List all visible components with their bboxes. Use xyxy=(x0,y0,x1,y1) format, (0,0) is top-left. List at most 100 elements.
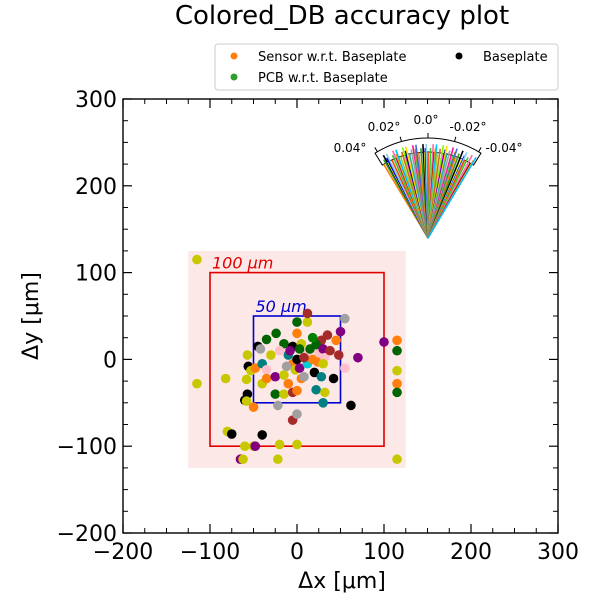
x-tick-label: 0 xyxy=(290,540,304,565)
data-point xyxy=(273,454,283,465)
legend-marker-pcb xyxy=(230,73,238,81)
data-point xyxy=(248,402,259,412)
y-tick-label: −200 xyxy=(57,522,117,547)
data-point xyxy=(271,328,281,339)
data-point xyxy=(328,373,339,384)
data-point xyxy=(353,352,363,363)
inset-tick-label: 0.0° xyxy=(413,113,438,127)
data-point xyxy=(318,398,328,408)
x-tick-label: −100 xyxy=(180,540,240,565)
tolerance-box-label-100: 100 μm xyxy=(212,254,273,273)
data-point xyxy=(299,371,309,382)
data-point xyxy=(220,373,231,384)
data-point xyxy=(302,317,313,327)
data-point xyxy=(335,326,346,337)
data-point xyxy=(333,350,344,360)
inset-ray xyxy=(427,156,477,239)
data-point xyxy=(292,328,302,339)
data-point xyxy=(261,365,272,375)
data-point xyxy=(279,370,289,380)
data-point xyxy=(294,363,305,373)
data-point xyxy=(392,365,402,376)
data-point xyxy=(226,429,237,439)
data-point xyxy=(340,313,350,324)
data-point xyxy=(340,363,350,373)
y-tick-label: 200 xyxy=(75,175,117,200)
data-point xyxy=(292,409,302,419)
data-point xyxy=(261,373,272,384)
data-point xyxy=(238,454,248,465)
data-point xyxy=(392,345,402,356)
y-tick-label: 100 xyxy=(75,262,117,287)
legend-label-pcb: PCB w.r.t. Baseplate xyxy=(258,71,388,86)
y-tick-label: 300 xyxy=(75,88,117,113)
data-point xyxy=(255,344,266,354)
data-point xyxy=(192,254,202,265)
plot-area: 100 μm 50 μm xyxy=(188,250,406,468)
data-point xyxy=(270,389,281,399)
legend-marker-sensor xyxy=(230,52,238,60)
x-tick-label: 100 xyxy=(363,540,405,565)
data-point xyxy=(294,344,305,354)
data-point xyxy=(270,371,281,382)
data-point xyxy=(257,430,268,440)
x-tick-label: 200 xyxy=(450,540,492,565)
data-point xyxy=(292,317,302,327)
legend-label-sensor: Sensor w.r.t. Baseplate xyxy=(258,50,407,65)
data-point xyxy=(322,330,333,340)
data-point xyxy=(242,350,253,360)
inset-tick xyxy=(478,147,482,153)
legend-label-baseplate: Baseplate xyxy=(483,50,548,65)
data-point xyxy=(318,358,328,369)
data-point xyxy=(266,350,276,360)
data-point xyxy=(283,378,294,389)
data-point xyxy=(250,441,261,452)
data-point xyxy=(279,338,289,349)
data-point xyxy=(392,387,402,398)
data-point xyxy=(309,367,320,378)
tolerance-box-label-50: 50 μm xyxy=(256,297,307,316)
inset-tick-label: -0.04° xyxy=(485,141,522,155)
data-point xyxy=(299,352,309,363)
axes: −200−200 −100 −100 0 0 100 100 200 200 300 300 xyxy=(57,88,579,565)
data-point xyxy=(320,387,330,398)
data-point xyxy=(192,378,202,389)
data-point xyxy=(325,345,335,356)
data-point xyxy=(261,334,272,345)
data-point xyxy=(273,400,283,411)
data-point xyxy=(392,335,402,346)
legend-box xyxy=(214,43,559,91)
data-point xyxy=(274,439,285,450)
data-point xyxy=(302,308,313,319)
x-tick-label: −200 xyxy=(93,540,153,565)
data-point xyxy=(331,335,341,346)
data-point xyxy=(379,337,389,347)
inset-tick-label: 0.02° xyxy=(368,120,401,134)
x-axis-label: Δx [μm] xyxy=(298,569,386,594)
data-point xyxy=(279,389,289,399)
data-point xyxy=(285,345,295,356)
x-tick-label: 300 xyxy=(537,540,579,565)
legend: Sensor w.r.t. Baseplate PCB w.r.t. Basep… xyxy=(214,43,559,91)
y-tick-label: 0 xyxy=(103,348,117,373)
data-point xyxy=(241,374,252,385)
y-tick-label: −100 xyxy=(57,435,117,460)
inset-tick-label: -0.02° xyxy=(449,120,486,134)
inset-tick xyxy=(374,147,378,153)
inset-tick xyxy=(399,136,402,142)
data-point xyxy=(292,385,302,396)
data-point xyxy=(241,396,252,406)
data-point xyxy=(281,361,292,372)
data-point xyxy=(392,378,402,389)
data-point xyxy=(250,363,261,373)
angle-inset: 0.04°0.02° 0.0° -0.02° -0.04° xyxy=(334,113,523,239)
data-point xyxy=(292,439,302,450)
data-point xyxy=(311,384,321,395)
data-point xyxy=(346,400,356,411)
data-point xyxy=(307,332,318,343)
inset-tick-label: 0.04° xyxy=(334,141,367,155)
data-point xyxy=(392,454,402,465)
data-point xyxy=(240,441,250,452)
data-point xyxy=(316,371,327,382)
